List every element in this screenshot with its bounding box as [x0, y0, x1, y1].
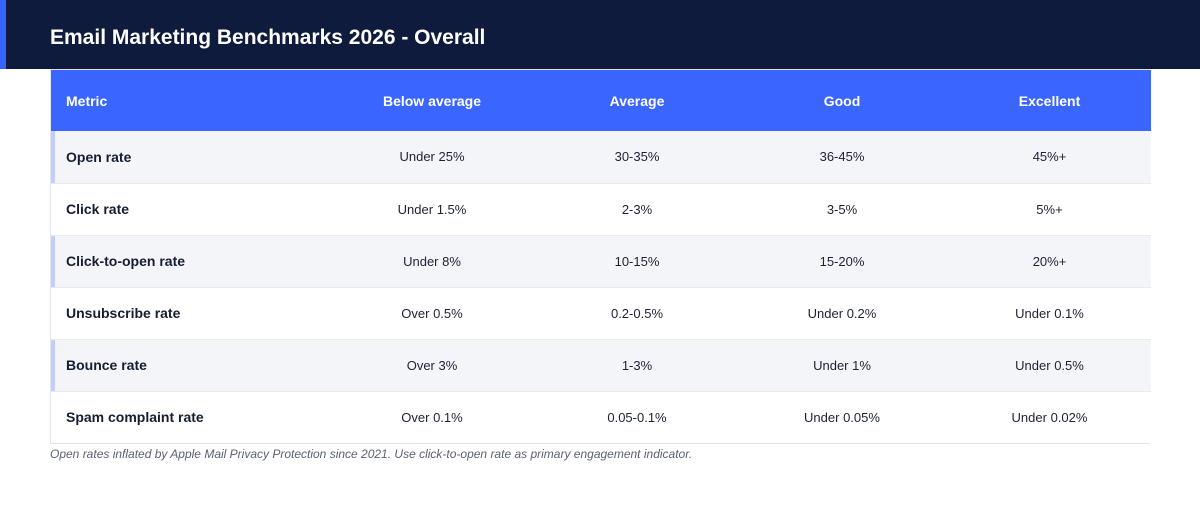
table-row: Unsubscribe rate Over 0.5% 0.2-0.5% Unde…	[51, 287, 1151, 339]
average-cell: 0.05-0.1%	[607, 409, 667, 425]
page-title: Email Marketing Benchmarks 2026 - Overal…	[50, 26, 486, 49]
below-average-cell: Under 1.5%	[397, 201, 467, 217]
metric-cell: Click-to-open rate	[51, 235, 326, 287]
table-header-row: Metric Below average Average Good Excell…	[51, 70, 1151, 131]
benchmarks-table: Metric Below average Average Good Excell…	[51, 70, 1151, 443]
good-cell: 3-5%	[826, 201, 858, 217]
column-header-below-average: Below average	[382, 92, 482, 109]
good-cell: Under 1%	[813, 357, 871, 373]
good-cell: 15-20%	[819, 253, 865, 269]
excellent-cell: Under 0.1%	[1015, 305, 1084, 321]
table-row: Click-to-open rate Under 8% 10-15% 15-20…	[51, 235, 1151, 287]
average-cell: 10-15%	[614, 253, 660, 269]
excellent-cell: Under 0.02%	[1011, 409, 1088, 425]
excellent-cell: 20%+	[1032, 253, 1067, 269]
metric-cell: Bounce rate	[51, 339, 326, 391]
average-cell: 0.2-0.5%	[610, 305, 664, 321]
good-cell: 36-45%	[819, 149, 865, 165]
good-cell: Under 0.05%	[804, 409, 880, 425]
table-row: Click rate Under 1.5% 2-3% 3-5% 5%+	[51, 183, 1151, 235]
column-header-good: Good	[823, 92, 861, 109]
excellent-cell: 45%+	[1032, 149, 1067, 165]
metric-cell: Spam complaint rate	[66, 409, 204, 426]
below-average-cell: Under 8%	[403, 253, 461, 269]
benchmarks-table-container: Metric Below average Average Good Excell…	[50, 69, 1151, 444]
metric-cell: Unsubscribe rate	[66, 305, 181, 321]
column-header-average: Average	[609, 92, 665, 109]
metric-cell: Open rate	[51, 131, 326, 183]
column-header-excellent: Excellent	[1018, 92, 1081, 109]
header-bar: Email Marketing Benchmarks 2026 - Overal…	[0, 0, 1200, 69]
good-cell: Under 0.2%	[807, 305, 877, 321]
below-average-cell: Over 0.5%	[401, 305, 463, 321]
table-row: Open rate Under 25% 30-35% 36-45% 45%+	[51, 131, 1151, 183]
below-average-cell: Over 3%	[406, 357, 458, 373]
footnote: Open rates inflated by Apple Mail Privac…	[50, 447, 693, 461]
column-header-metric: Metric	[66, 92, 108, 109]
table-row: Spam complaint rate Over 0.1% 0.05-0.1% …	[51, 391, 1151, 443]
below-average-cell: Over 0.1%	[401, 409, 463, 425]
average-cell: 1-3%	[621, 357, 653, 373]
header-accent-stripe	[0, 0, 6, 69]
average-cell: 30-35%	[614, 149, 660, 165]
average-cell: 2-3%	[621, 201, 653, 217]
metric-cell: Click rate	[66, 201, 130, 217]
excellent-cell: 5%+	[1036, 201, 1063, 217]
excellent-cell: Under 0.5%	[1015, 357, 1084, 373]
table-row: Bounce rate Over 3% 1-3% Under 1% Under …	[51, 339, 1151, 391]
below-average-cell: Under 25%	[399, 149, 465, 165]
